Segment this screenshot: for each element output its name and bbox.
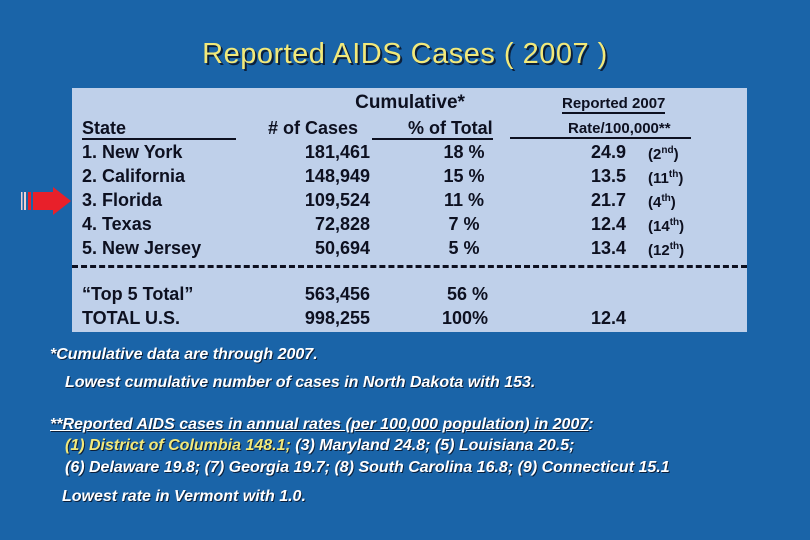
row-1-state: 1. New York bbox=[82, 142, 183, 162]
us-total-cases: 998,255 bbox=[304, 308, 370, 328]
header-reported-2007: Reported 2007 bbox=[562, 95, 666, 114]
cumulative-footnote: *Cumulative data are through 2007. bbox=[50, 346, 318, 363]
lowest-rate-note: Lowest rate in Vermont with 1.0. bbox=[62, 488, 306, 505]
row-5-state: 5. New Jersey bbox=[82, 238, 202, 258]
row-4-state: 4. Texas bbox=[82, 214, 152, 234]
rates-line-1: (1) District of Columbia 148.1; (3) Mary… bbox=[65, 437, 575, 454]
us-total-label: TOTAL U.S. bbox=[82, 308, 181, 328]
table-divider bbox=[72, 265, 747, 268]
top5-total-label: “Top 5 Total” bbox=[82, 284, 194, 304]
row-3-state: 3. Florida bbox=[82, 190, 163, 210]
lowest-cumulative-note: Lowest cumulative number of cases in Nor… bbox=[65, 374, 536, 391]
us-total-pct: 100% bbox=[441, 308, 488, 328]
row-3-pct: 11 % bbox=[443, 190, 485, 210]
us-total-rate: 12.4 bbox=[590, 308, 626, 328]
row-2-state: 2. California bbox=[82, 166, 186, 186]
row-5-rate: 13.4 bbox=[590, 238, 626, 258]
row-5-pct: 5 % bbox=[448, 238, 480, 258]
top5-total-pct: 56 % bbox=[446, 284, 488, 304]
row-3-rate: 21.7 bbox=[590, 190, 626, 210]
data-table-panel bbox=[72, 88, 747, 332]
row-4-pct: 7 % bbox=[448, 214, 480, 234]
top5-total-cases: 563,456 bbox=[304, 284, 370, 304]
rates-footnote: **Reported AIDS cases in annual rates (p… bbox=[50, 416, 594, 433]
row-1-rank: (2nd) bbox=[648, 145, 679, 163]
header-state: State bbox=[82, 118, 237, 140]
row-2-rank: (11th) bbox=[648, 169, 684, 187]
header-cumulative: Cumulative* bbox=[355, 92, 465, 113]
arrow-right-icon bbox=[21, 187, 71, 215]
header-num-cases: # of Cases bbox=[268, 118, 359, 138]
row-3-cases: 109,524 bbox=[304, 190, 370, 210]
rates-line-2: (6) Delaware 19.8; (7) Georgia 19.7; (8)… bbox=[65, 459, 670, 476]
row-1-pct: 18 % bbox=[443, 142, 485, 162]
row-4-rate: 12.4 bbox=[590, 214, 626, 234]
row-5-rank: (12th) bbox=[648, 241, 685, 259]
row-2-pct: 15 % bbox=[443, 166, 485, 186]
row-2-cases: 148,949 bbox=[304, 166, 370, 186]
row-5-cases: 50,694 bbox=[314, 238, 370, 258]
row-3-rank: (4th) bbox=[648, 193, 676, 211]
slide-title: Reported AIDS Cases ( 2007 ) bbox=[202, 38, 608, 70]
header-pct-total: % of Total bbox=[372, 118, 493, 140]
row-1-cases: 181,461 bbox=[304, 142, 370, 162]
row-2-rate: 13.5 bbox=[590, 166, 626, 186]
header-rate: Rate/100,000** bbox=[510, 120, 691, 139]
row-4-cases: 72,828 bbox=[314, 214, 370, 234]
row-4-rank: (14th) bbox=[648, 217, 685, 235]
row-1-rate: 24.9 bbox=[590, 142, 626, 162]
